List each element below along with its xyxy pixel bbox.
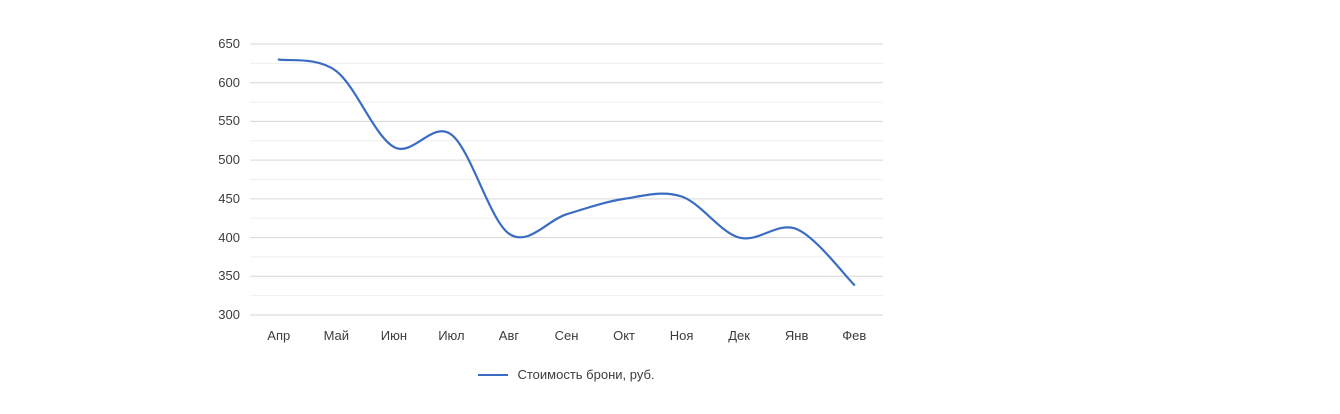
chart-legend: Стоимость брони, руб. <box>250 367 883 382</box>
legend-line-marker <box>478 373 509 376</box>
y-axis-tick-label: 450 <box>218 190 240 206</box>
chart-major-gridlines <box>250 43 883 316</box>
y-axis-tick-label: 650 <box>218 36 240 51</box>
y-axis-tick-label: 350 <box>218 268 240 284</box>
y-axis-tick-label: 400 <box>218 229 240 245</box>
x-axis-tick-label: Ноя <box>669 328 694 343</box>
x-axis-tick-label: Июн <box>380 328 407 343</box>
x-axis-tick-label: Апр <box>267 328 291 343</box>
y-axis-tick-label: 550 <box>218 113 240 129</box>
x-axis-tick-label: Сен <box>554 328 579 343</box>
chart-minor-gridlines <box>250 62 883 297</box>
y-axis-tick-label: 500 <box>218 152 240 168</box>
x-axis-tick-label: Фев <box>842 328 867 343</box>
legend-item[interactable]: Стоимость брони, руб. <box>478 367 655 382</box>
y-axis-tick-label: 300 <box>218 307 240 322</box>
x-axis-tick-label: Янв <box>784 328 809 343</box>
x-axis-tick-label: Июл <box>438 328 465 343</box>
x-axis-tick-label: Авг <box>498 328 520 343</box>
x-axis-tick-label: Дек <box>728 328 750 343</box>
legend-label: Стоимость брони, руб. <box>517 367 655 382</box>
y-axis-tick-label: 600 <box>218 74 240 90</box>
series-line[interactable] <box>277 58 856 286</box>
x-axis-tick-label: Окт <box>613 328 635 343</box>
x-axis-tick-label: Май <box>323 328 350 343</box>
